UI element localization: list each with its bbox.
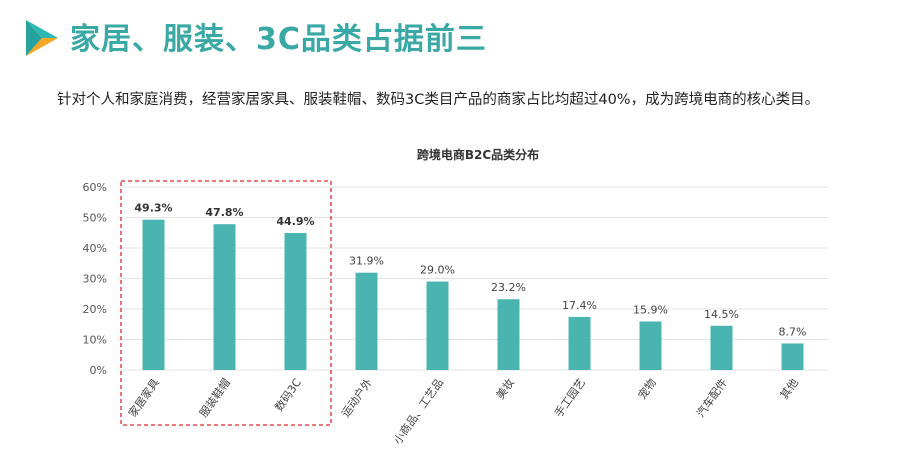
data-label: 49.3% — [134, 202, 172, 215]
x-category-label: 汽车配件 — [693, 376, 730, 420]
data-label: 17.4% — [562, 299, 597, 312]
bar-2 — [284, 233, 307, 370]
category-bar-chart: 跨境电商B2C品类分布 0% 10% 20% 30% 40% 50% 60% 49.3% 家居家具… — [83, 147, 828, 447]
chart-title: 跨境电商B2C品类分布 — [417, 147, 539, 162]
bar-5 — [497, 299, 520, 370]
y-tick-label: 50% — [83, 212, 107, 225]
data-label: 14.5% — [704, 308, 739, 321]
bar-0 — [142, 219, 165, 370]
x-category-label: 运动户外 — [338, 376, 375, 420]
x-category-label: 服装鞋帽 — [196, 376, 233, 420]
data-label: 23.2% — [491, 281, 526, 294]
bar-7 — [639, 321, 662, 370]
x-category-label: 家居家具 — [125, 376, 162, 420]
brand-logo-icon — [26, 20, 58, 56]
data-label: 8.7% — [779, 325, 807, 338]
bar-6 — [568, 316, 591, 370]
data-label: 47.8% — [205, 206, 243, 219]
bar-8 — [710, 325, 733, 370]
data-label: 44.9% — [276, 215, 314, 228]
y-tick-label: 0% — [90, 364, 107, 377]
y-tick-label: 30% — [83, 273, 107, 286]
x-category-label: 数码3C — [272, 376, 304, 414]
y-tick-label: 10% — [83, 334, 107, 347]
x-category-label: 其他 — [778, 376, 801, 401]
data-label: 15.9% — [633, 304, 668, 317]
x-category-label: 小商品、工艺品 — [390, 376, 446, 447]
data-label: 31.9% — [349, 255, 384, 268]
y-tick-label: 60% — [83, 181, 107, 194]
y-tick-label: 40% — [83, 242, 107, 255]
y-tick-label: 20% — [83, 303, 107, 316]
x-category-label: 手工园艺 — [551, 376, 588, 420]
bar-9 — [781, 343, 804, 370]
bar-1 — [213, 224, 236, 370]
bar-4 — [426, 281, 449, 370]
page-title: 家居、服装、3C品类占据前三 — [70, 22, 487, 57]
x-category-label: 宠物 — [635, 376, 659, 402]
bar-3 — [355, 272, 378, 370]
x-category-label: 美妆 — [494, 376, 517, 401]
data-label: 29.0% — [420, 264, 455, 277]
page-subtitle: 针对个人和家庭消费，经营家居家具、服装鞋帽、数码3C类目产品的商家占比均超过40… — [57, 92, 820, 108]
top-three-highlight-box — [120, 180, 332, 426]
